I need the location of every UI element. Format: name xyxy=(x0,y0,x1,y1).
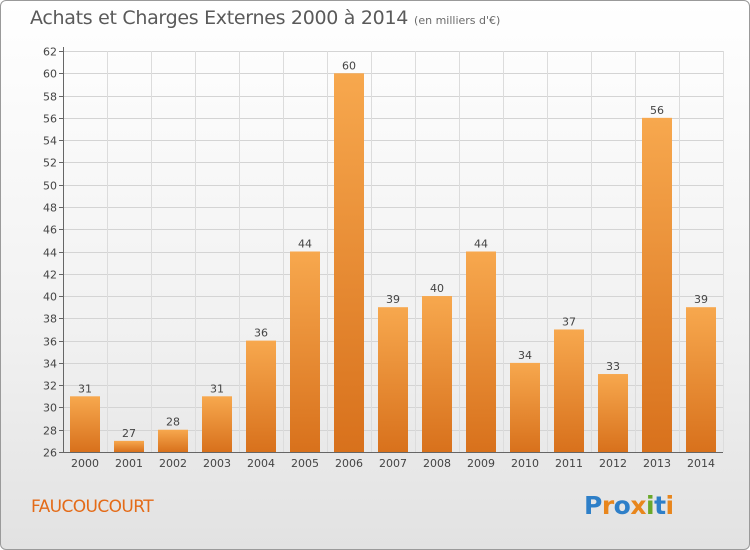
y-tick-label: 44 xyxy=(43,247,57,260)
x-tick-label: 2007 xyxy=(379,457,407,470)
bar-value-label: 31 xyxy=(78,382,92,395)
x-tick-label: 2008 xyxy=(423,457,451,470)
bar-value-label: 40 xyxy=(430,282,444,295)
commune-name: FAUCOUCOURT xyxy=(31,497,154,517)
bar xyxy=(70,396,100,452)
bar-value-label: 39 xyxy=(694,293,708,306)
y-tick-label: 38 xyxy=(43,313,57,326)
x-tick-label: 2004 xyxy=(247,457,275,470)
bar-value-label: 27 xyxy=(122,427,136,440)
x-tick-label: 2011 xyxy=(555,457,583,470)
bar xyxy=(686,307,716,452)
title-text: Achats et Charges Externes 2000 à 2014 xyxy=(30,7,409,29)
bar xyxy=(334,73,364,453)
bar-value-label: 28 xyxy=(166,416,180,429)
y-tick-label: 42 xyxy=(43,269,57,282)
chart-subtitle: (en milliers d'€) xyxy=(414,14,501,27)
x-tick-label: 2009 xyxy=(467,457,495,470)
y-tick-label: 58 xyxy=(43,91,57,104)
bar xyxy=(202,396,232,452)
y-tick-label: 30 xyxy=(43,402,57,415)
bar xyxy=(246,340,276,452)
bar xyxy=(466,251,496,452)
y-tick-label: 46 xyxy=(43,224,57,237)
bar xyxy=(598,374,628,452)
x-tick-label: 2000 xyxy=(71,457,99,470)
y-tick-label: 32 xyxy=(43,380,57,393)
bar-value-label: 44 xyxy=(298,238,312,251)
y-tick-label: 34 xyxy=(43,358,57,371)
x-tick-label: 2003 xyxy=(203,457,231,470)
bar xyxy=(290,251,320,452)
bar-value-label: 34 xyxy=(518,349,532,362)
x-tick-label: 2006 xyxy=(335,457,363,470)
bar-value-label: 60 xyxy=(342,59,356,72)
bar xyxy=(642,117,672,452)
y-tick-label: 40 xyxy=(43,291,57,304)
x-tick-label: 2013 xyxy=(643,457,671,470)
y-tick-label: 48 xyxy=(43,202,57,215)
logo-letter: x xyxy=(630,491,646,520)
logo-letter: i xyxy=(665,491,675,520)
logo-letter: P xyxy=(584,491,602,520)
y-tick-label: 62 xyxy=(43,46,57,59)
bar-value-label: 31 xyxy=(210,382,224,395)
bar-value-label: 44 xyxy=(474,238,488,251)
x-tick-label: 2005 xyxy=(291,457,319,470)
logo-letter: i xyxy=(646,491,655,520)
bar xyxy=(378,307,408,452)
x-tick-label: 2001 xyxy=(115,457,143,470)
logo-letter: o xyxy=(613,491,631,520)
logo-letter: r xyxy=(601,491,614,520)
y-tick-label: 28 xyxy=(43,425,57,438)
bar xyxy=(554,329,584,452)
logo-letter: t xyxy=(654,491,666,520)
bar xyxy=(158,429,188,452)
bar-value-label: 56 xyxy=(650,104,664,117)
y-tick-label: 52 xyxy=(43,157,57,170)
bar-value-label: 39 xyxy=(386,293,400,306)
bar xyxy=(510,362,540,452)
y-tick-label: 50 xyxy=(43,180,57,193)
bar xyxy=(422,296,452,452)
axis-layer: 26 28 30 32 34 36 38 40 42 44 46 48 50 52 54 56 58 60 62 20… xyxy=(43,46,723,470)
y-tick-label: 36 xyxy=(43,336,57,349)
bar-value-label: 37 xyxy=(562,315,576,328)
x-tick-label: 2012 xyxy=(599,457,627,470)
bar-layer: 31 27 28 31 36 44 60 39 40 44 34 37 33 56 39 xyxy=(70,59,716,453)
y-tick-label: 56 xyxy=(43,113,57,126)
proxiti-logo: Proxiti xyxy=(584,491,694,525)
y-tick-label: 60 xyxy=(43,68,57,81)
bar-value-label: 36 xyxy=(254,327,268,340)
y-tick-label: 54 xyxy=(43,135,57,148)
x-tick-label: 2014 xyxy=(687,457,715,470)
x-tick-label: 2002 xyxy=(159,457,187,470)
y-tick-label: 26 xyxy=(43,447,57,460)
bar xyxy=(114,440,144,452)
chart-title: Achats et Charges Externes 2000 à 2014 (e… xyxy=(30,7,500,29)
bar-value-label: 33 xyxy=(606,360,620,373)
x-tick-label: 2010 xyxy=(511,457,539,470)
